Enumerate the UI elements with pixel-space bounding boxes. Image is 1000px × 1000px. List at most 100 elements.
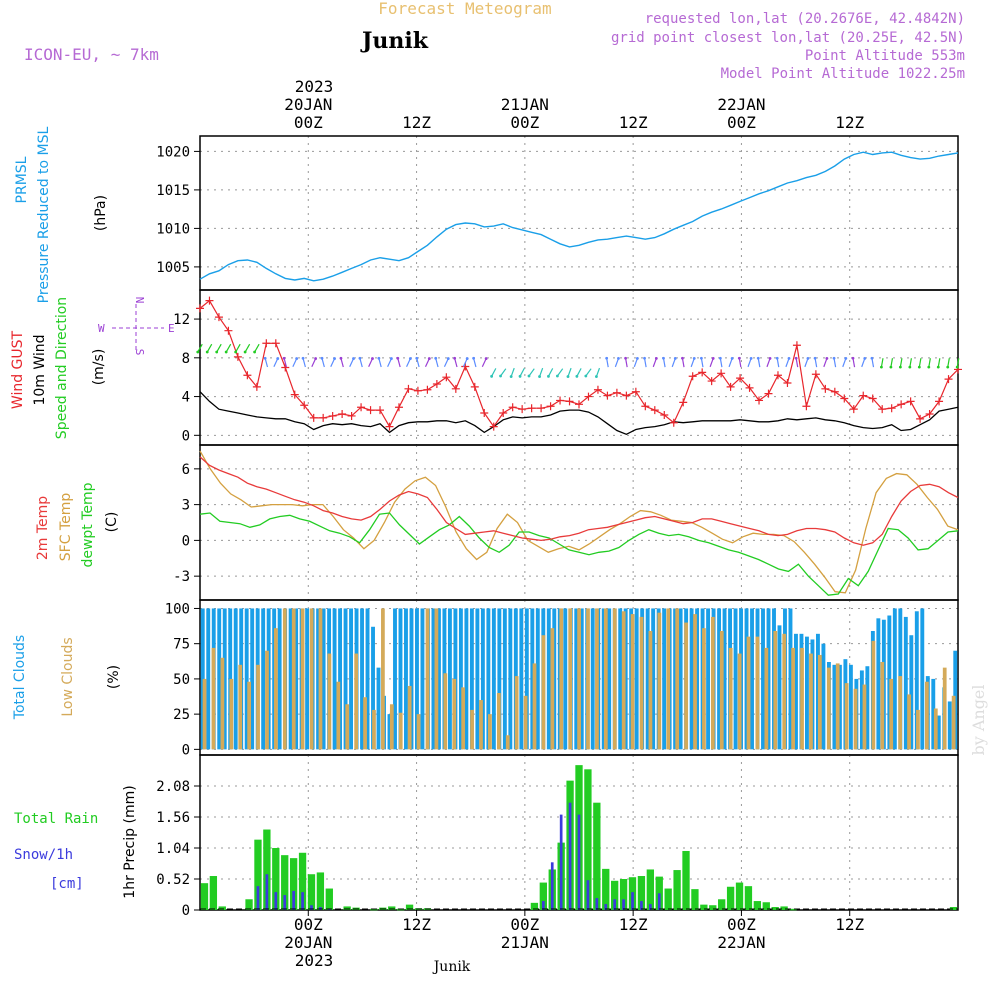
snow-bar — [640, 901, 643, 910]
total-cloud-bar — [305, 608, 310, 750]
wind-dir-arrow — [757, 358, 761, 368]
wind-dir-arrow — [197, 343, 203, 353]
rain-bar — [370, 908, 378, 911]
total-cloud-bar — [491, 608, 496, 750]
low-cloud-bar — [550, 628, 555, 750]
wind-dir-arrowhead — [806, 357, 810, 360]
total-cloud-bar — [261, 608, 266, 750]
gust-marker — [546, 402, 555, 411]
wind-dir-arrowhead — [936, 365, 940, 369]
rain-bar — [949, 907, 958, 910]
gust-marker — [233, 352, 242, 361]
wind-dir-arrowhead — [371, 357, 374, 360]
low-cloud-bar — [389, 704, 394, 750]
rain-bar — [700, 904, 708, 910]
low-cloud-bar — [719, 631, 724, 750]
gust-marker — [755, 396, 764, 405]
low-cloud-bar — [755, 636, 760, 750]
low-cloud-bar — [907, 694, 911, 750]
wind-dir-arrow — [302, 358, 306, 368]
wind-dir-arrowhead — [605, 356, 609, 360]
wind-panel: 0 4 8 12 Wind GUST 10m Wind Speed and Directio… — [10, 289, 962, 446]
wind-dir-arrowhead — [584, 374, 588, 378]
total-cloud-bar — [903, 616, 908, 750]
wind-dir-arrow — [397, 358, 401, 368]
wind-dir-arrowhead — [215, 350, 219, 354]
low-cloud-bar — [372, 709, 376, 750]
gust-marker — [338, 410, 347, 418]
wind-dir-arrow — [273, 358, 279, 367]
total-cloud-bar — [431, 608, 436, 750]
wind-dir-arrow — [330, 358, 336, 367]
top-date-label: 20JAN — [284, 95, 332, 114]
total-cloud-bar — [750, 608, 754, 750]
wind-dir-arrowhead — [465, 357, 469, 360]
top-year-label: 2023 — [295, 77, 334, 96]
low-cloud-bar — [942, 667, 947, 750]
wind-dir-arrowhead — [538, 375, 541, 378]
wind-dir-arrowhead — [624, 356, 627, 360]
gust-marker — [745, 383, 754, 392]
wind-dir-arrow — [709, 358, 714, 368]
low-cloud-bar — [844, 683, 849, 750]
rain-bar — [325, 888, 333, 910]
snow-bar — [265, 874, 269, 910]
gust-marker — [622, 391, 631, 400]
gust-marker — [252, 382, 261, 391]
total-cloud-bar — [508, 608, 513, 750]
gust-marker — [262, 339, 271, 348]
snow-bar — [586, 880, 590, 910]
gust-marker — [736, 374, 745, 383]
rain-bar — [726, 886, 735, 910]
total-cloud-bar — [546, 608, 551, 750]
wind-dir-arrowhead — [825, 357, 829, 360]
wind-dir-arrow — [947, 358, 950, 368]
y-tick-label: 0 — [182, 533, 190, 549]
gust-marker — [290, 390, 299, 399]
precip-unit: 1hr Precip (mm) — [122, 785, 138, 898]
y-tick-label: 0 — [182, 742, 190, 758]
wind-dir-arrowhead — [955, 365, 959, 369]
top-time-label: 12Z — [402, 113, 431, 132]
temperature-panel: -3 0 3 6 2m Temp SFC Temp dewpt Temp (C) — [35, 444, 959, 601]
rain-bar — [762, 902, 770, 910]
wind-dir-arrow — [206, 343, 213, 353]
total-cloud-bar — [453, 608, 458, 750]
snow-bar — [595, 898, 599, 910]
wind-dir-arrow — [871, 358, 875, 368]
low-cloud-bar — [309, 608, 314, 750]
low-cloud-bar — [702, 628, 706, 750]
wind-dir-arrowhead — [718, 356, 722, 360]
low-cloud-bar — [603, 608, 608, 750]
snow-bar — [622, 899, 625, 910]
pressure-unit: (hPa) — [93, 195, 109, 231]
gust-marker — [679, 398, 688, 407]
total-cloud-bar — [805, 636, 809, 750]
wind-dir-arrow — [890, 358, 894, 368]
snow-unit-label: [cm] — [50, 876, 84, 892]
y-tick-label: 0.52 — [156, 872, 190, 888]
wind-dir-arrow — [264, 358, 269, 368]
gust-marker — [584, 392, 593, 401]
low-cloud-bar — [630, 614, 635, 750]
rain-bar — [753, 901, 762, 910]
wind-dir-arrow — [547, 368, 554, 377]
wind-dir-arrowhead — [333, 357, 336, 360]
wind-dir-arrowhead — [654, 357, 658, 360]
gust-marker — [868, 394, 877, 403]
low-cloud-bar — [265, 650, 269, 750]
wind-dir-arrowhead — [595, 375, 598, 378]
total-cloud-bar — [535, 608, 540, 750]
wind-dir-arrowhead — [243, 350, 247, 354]
low-cloud-bar — [345, 704, 350, 750]
total-cloud-bar — [601, 608, 606, 750]
total-cloud-bar — [947, 701, 952, 750]
low-cloud-bar — [933, 708, 938, 750]
bottom-time-label: 00Z — [510, 915, 539, 934]
low-cloud-bar — [710, 616, 715, 750]
gust-marker — [925, 410, 934, 418]
low-cloud-bar — [523, 695, 528, 750]
low-cloud-bar — [229, 678, 234, 750]
snow-bar — [283, 895, 287, 910]
gust-marker — [413, 386, 422, 395]
